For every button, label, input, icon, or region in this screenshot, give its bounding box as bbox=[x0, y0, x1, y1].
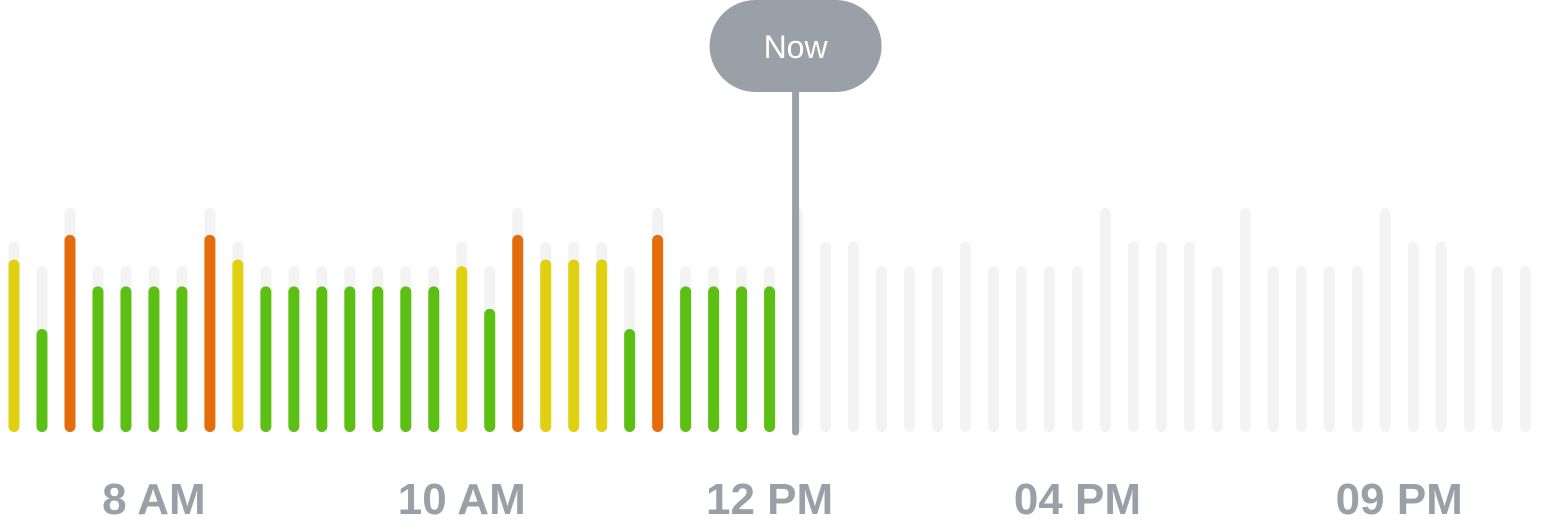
bars bbox=[8, 234, 776, 432]
bar-track bbox=[820, 241, 832, 432]
bar bbox=[204, 234, 216, 432]
bar-track bbox=[1435, 241, 1447, 432]
bar bbox=[400, 286, 412, 432]
bar bbox=[260, 286, 272, 432]
bar-track bbox=[1323, 266, 1335, 432]
bar bbox=[680, 286, 692, 432]
bar bbox=[316, 286, 328, 432]
bar-track bbox=[1407, 241, 1419, 432]
x-tick-label: 09 PM bbox=[1336, 475, 1463, 524]
bar bbox=[92, 286, 104, 432]
bar bbox=[176, 286, 188, 432]
bar-track bbox=[1071, 266, 1083, 432]
bar-track bbox=[1519, 266, 1531, 432]
x-tick-label: 12 PM bbox=[706, 475, 833, 524]
bar-track bbox=[1155, 241, 1167, 432]
bar bbox=[428, 286, 440, 432]
now-marker: Now bbox=[709, 0, 882, 436]
x-axis-ticks: 8 AM 10 AM 12 PM 04 PM 09 PM bbox=[102, 475, 1463, 524]
bar bbox=[736, 286, 748, 432]
bar-track bbox=[1239, 208, 1251, 432]
bar-track bbox=[1295, 266, 1307, 432]
bar bbox=[344, 286, 356, 432]
now-pill bbox=[709, 0, 882, 92]
bar bbox=[484, 308, 496, 432]
bar bbox=[148, 286, 160, 432]
bar bbox=[64, 234, 76, 432]
bar-track bbox=[1015, 266, 1027, 432]
bar bbox=[372, 286, 384, 432]
x-tick-label: 04 PM bbox=[1014, 475, 1141, 524]
bar-track bbox=[1099, 208, 1111, 432]
bar-track bbox=[1127, 241, 1139, 432]
bar bbox=[36, 328, 48, 432]
bar bbox=[596, 259, 608, 432]
bar-track bbox=[1267, 266, 1279, 432]
bar-track bbox=[848, 241, 860, 432]
bar-track bbox=[1379, 208, 1391, 432]
bar-track bbox=[1043, 266, 1055, 432]
bar-track bbox=[1351, 266, 1363, 432]
now-label: Now bbox=[764, 29, 829, 65]
bar-track bbox=[987, 266, 999, 432]
bar bbox=[764, 286, 776, 432]
x-tick-label: 10 AM bbox=[398, 475, 526, 524]
bar bbox=[708, 286, 720, 432]
bar-track bbox=[932, 266, 944, 432]
bar bbox=[120, 286, 132, 432]
bar-track bbox=[1211, 266, 1223, 432]
bar bbox=[232, 259, 244, 432]
bar bbox=[652, 234, 664, 432]
bar bbox=[568, 259, 580, 432]
bar-track bbox=[904, 266, 916, 432]
bar-track bbox=[959, 241, 971, 432]
bar bbox=[624, 328, 636, 432]
bar bbox=[8, 259, 20, 432]
bar bbox=[540, 259, 552, 432]
bar-track bbox=[1491, 266, 1503, 432]
bar-track bbox=[1463, 266, 1475, 432]
bar-track bbox=[876, 266, 888, 432]
bar bbox=[512, 234, 524, 432]
bar bbox=[456, 266, 468, 432]
bar-track bbox=[1183, 241, 1195, 432]
x-tick-label: 8 AM bbox=[102, 475, 206, 524]
bar bbox=[288, 286, 300, 432]
